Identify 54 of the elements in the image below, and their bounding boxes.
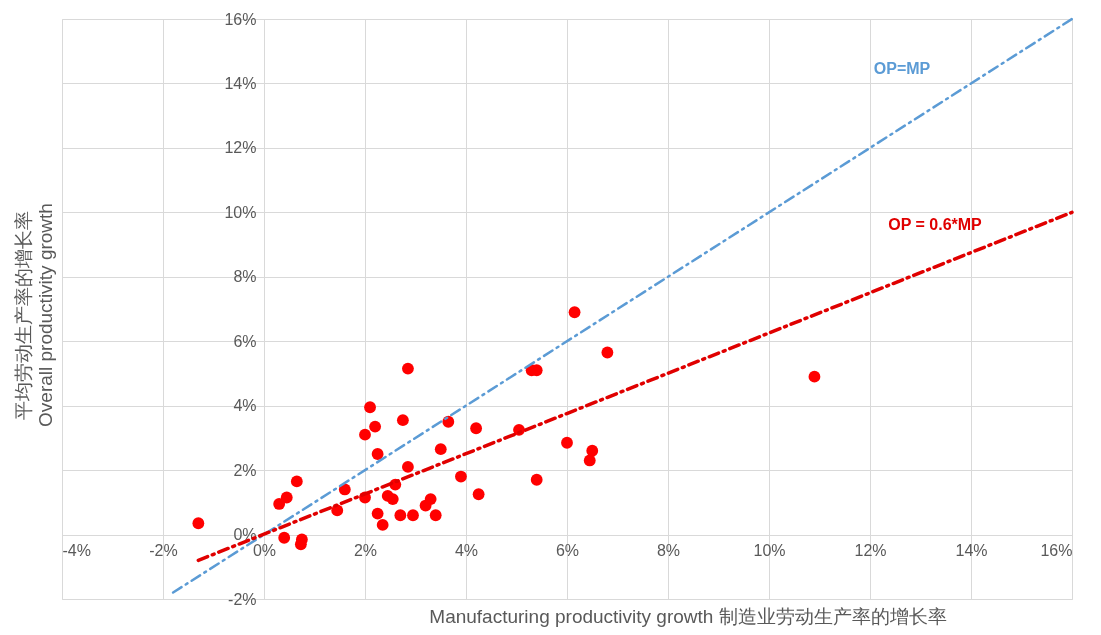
x-tick-label: 8% <box>656 542 681 560</box>
point <box>434 443 447 456</box>
y-tick-label: 10% <box>224 203 257 221</box>
point <box>583 454 596 467</box>
x-tick-label: 2% <box>353 542 378 560</box>
x-tick-label: 14% <box>955 542 988 560</box>
y-tick-label: 6% <box>233 332 257 350</box>
y-axis-title: 平均劳动生产率的增长率 Overall productivity growth <box>13 203 56 427</box>
point <box>455 470 467 483</box>
point <box>394 509 407 522</box>
point <box>586 444 599 457</box>
point <box>402 460 414 473</box>
point <box>278 531 291 544</box>
point <box>273 498 286 510</box>
x-tick-label: -4% <box>62 542 91 560</box>
point <box>470 422 483 435</box>
point <box>424 493 437 506</box>
point <box>280 491 293 504</box>
point <box>371 448 384 460</box>
point <box>371 507 384 520</box>
x-tick-label: 4% <box>454 542 479 560</box>
annotation: OP = 0.6*MP <box>888 216 983 234</box>
x-tick-label: 6% <box>555 542 580 560</box>
x-tick-label: 0% <box>252 542 277 560</box>
point <box>369 420 382 433</box>
point <box>568 306 581 319</box>
point <box>396 414 409 427</box>
y-tick-label: 14% <box>224 74 257 92</box>
point <box>530 473 543 486</box>
x-tick-label: 12% <box>854 542 887 560</box>
y-tick-label: 16% <box>224 10 257 28</box>
point <box>601 346 614 359</box>
point <box>407 509 419 522</box>
point <box>561 436 573 449</box>
point <box>386 493 399 506</box>
point <box>376 518 389 531</box>
y-tick-label: 8% <box>233 268 257 286</box>
point <box>808 370 821 383</box>
point <box>364 401 376 414</box>
y-tick-label: -2% <box>228 590 257 608</box>
y-tick-label: 2% <box>233 461 257 479</box>
point <box>429 509 442 522</box>
x-tick-label: 10% <box>753 542 786 560</box>
point <box>359 428 371 441</box>
annotation: OP=MP <box>873 60 931 77</box>
y-tick-label: 4% <box>233 397 257 415</box>
y-tick-label: 12% <box>224 139 257 157</box>
point <box>192 517 205 530</box>
point <box>290 475 303 488</box>
point <box>402 362 414 375</box>
point <box>472 488 485 501</box>
x-axis-title: Manufacturing productivity growth 制造业劳动生产率的增长率 <box>429 606 947 627</box>
x-tick-label: -2% <box>149 542 178 560</box>
x-tick-label: 16% <box>1040 542 1073 560</box>
